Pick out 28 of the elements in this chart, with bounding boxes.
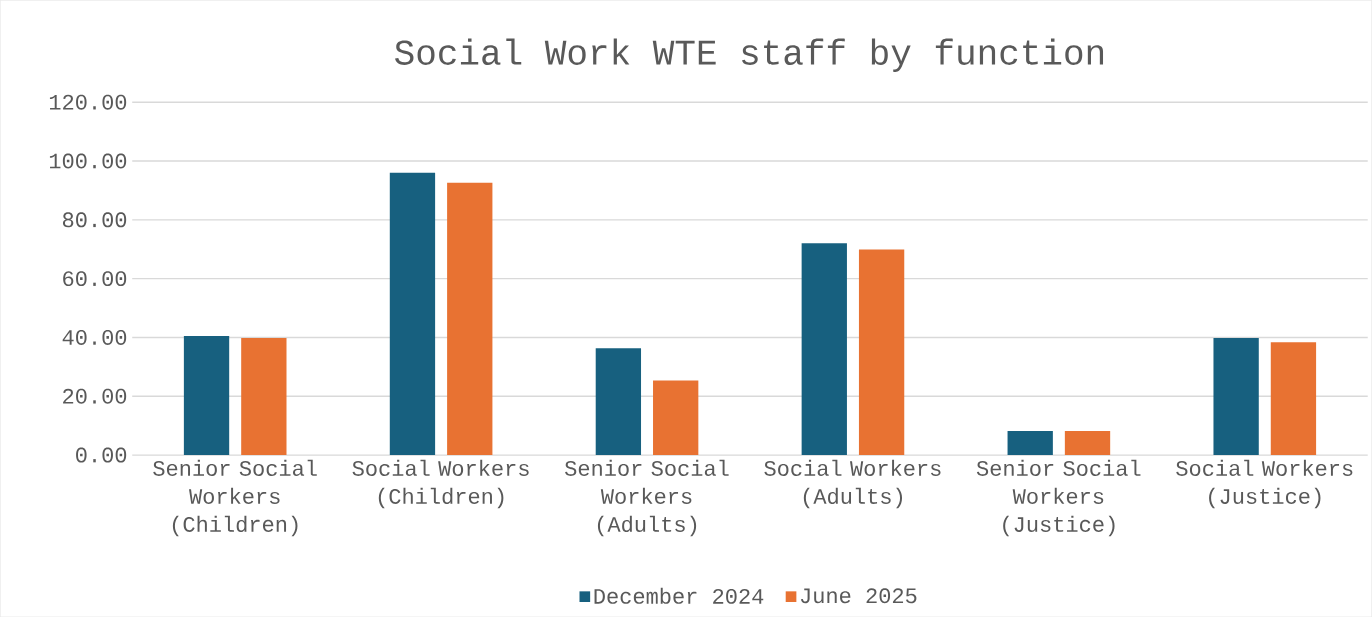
legend-label: June 2025: [800, 588, 917, 604]
y-tick-label: 80.00: [62, 212, 127, 228]
bar: [1064, 430, 1111, 455]
y-tick-label: 20.00: [63, 388, 127, 404]
y-tick-label: 60.00: [63, 271, 127, 286]
y-tick-label: 100.00: [49, 153, 127, 169]
legend-label: December 2024: [594, 587, 764, 604]
bar: [447, 182, 493, 455]
x-tick-label: Senior Social Workers (Adults): [565, 459, 729, 537]
bar: [389, 172, 436, 455]
bar: [653, 380, 699, 455]
x-tick-label: Social Workers (Children): [352, 459, 529, 509]
bar: [183, 335, 230, 455]
bar: [1270, 342, 1317, 455]
bar: [595, 348, 642, 455]
bar: [801, 243, 847, 455]
x-tick-label: Senior Social Workers (Justice): [976, 459, 1141, 537]
y-tick-label: 40.00: [62, 329, 127, 345]
bar: [241, 337, 287, 455]
bar: [1007, 430, 1053, 455]
bar: [858, 249, 905, 455]
y-tick-label: 120.00: [49, 94, 127, 110]
x-tick-label: Senior Social Workers (Children): [153, 459, 317, 537]
bar: [1213, 337, 1259, 455]
x-tick-label: Social Workers (Justice): [1176, 459, 1353, 509]
chart-title: Social Work WTE staff by function: [395, 38, 1104, 72]
x-tick-label: Social Workers (Adults): [764, 459, 941, 509]
y-tick-label: 0.00: [76, 447, 127, 463]
